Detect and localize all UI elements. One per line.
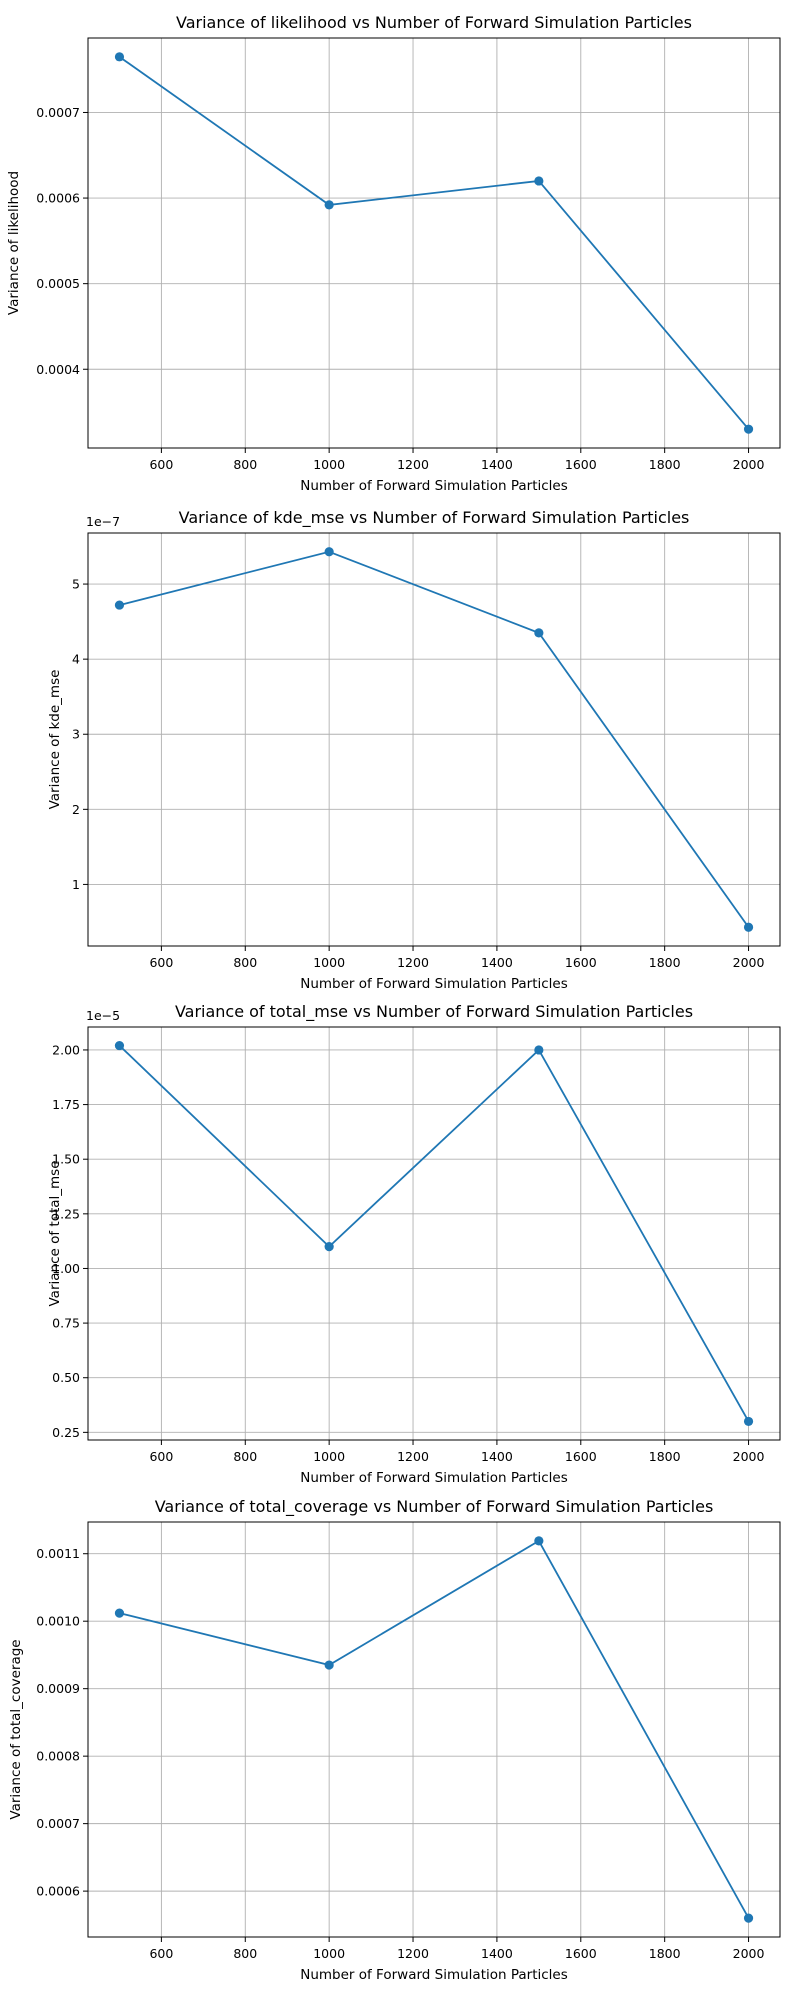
x-tick-label: 1400 [481,1946,513,1961]
x-axis-label: Number of Forward Simulation Particles [300,1470,568,1486]
series-line [119,1539,750,1919]
data-point [534,1045,544,1055]
y-tick-label: 1.00 [52,1261,80,1276]
y-tick-label: 0.0010 [36,1614,80,1629]
data-point [324,200,334,210]
data-point [743,424,754,434]
x-tick-label: 2000 [733,1946,765,1961]
y-tick-label: 0.50 [52,1370,80,1385]
x-tick-label: 1800 [649,955,681,970]
x-tick-label: 1000 [313,1449,345,1464]
x-tick-label: 1600 [565,955,597,970]
series-line [118,1044,750,1422]
x-tick-label: 2000 [733,457,765,472]
y-tick-label: 2 [72,802,80,817]
x-tick-label: 2000 [733,955,765,970]
y-tick-label: 0.0004 [36,362,80,377]
x-tick-label: 600 [149,457,173,472]
y-axis-label: Variance of likelihood [6,171,22,315]
x-tick-label: 800 [233,1449,257,1464]
x-axis-label: Number of Forward Simulation Particles [300,1967,568,1983]
x-tick-label: 1800 [649,1449,681,1464]
x-tick-label: 1400 [481,457,513,472]
x-tick-label: 600 [149,1946,173,1961]
y-tick-label: 5 [72,577,80,592]
x-tick-label: 1000 [313,457,345,472]
y-axis-label: Variance of total_mse [47,1160,63,1306]
y-tick-label: 3 [72,727,80,742]
plot-frame [87,1521,781,1938]
data-point [534,176,544,186]
y-tick-label: 2.00 [52,1042,80,1057]
chart-panel-2: 600 800 1000 1200 1400 1600 1800 2000 1 2 3 4 5 1e−7 V… [47,508,781,992]
y-tick-label: 4 [72,652,80,667]
y-tick-label: 1.50 [52,1152,80,1167]
y-tick-label: 0.25 [52,1425,80,1440]
chart-title: Variance of likelihood vs Number of Forw… [176,13,692,32]
x-tick-label: 1200 [397,955,429,970]
data-point [114,600,125,610]
data-point [114,1040,125,1051]
y-tick-label: 1.25 [52,1206,80,1221]
x-tick-label: 1200 [397,1449,429,1464]
x-tick-label: 600 [149,1449,173,1464]
y-tick-label: 0.0007 [36,105,80,120]
y-tick-label: 0.0005 [36,276,80,291]
x-tick-label: 1400 [481,1449,513,1464]
data-point [743,1913,754,1923]
y-tick-label: 1 [72,877,80,892]
data-point [324,547,334,557]
chart-panel-1: 600 800 1000 1200 1400 1600 1800 2000 0.0004 0.00… [6,13,781,494]
y-tick-label: 0.0009 [36,1681,80,1696]
x-axis-label: Number of Forward Simulation Particles [300,478,568,494]
series-line [118,56,750,430]
data-point [114,1608,125,1618]
y-axis-label: Variance of total_coverage [8,1639,24,1819]
x-tick-label: 1600 [565,1449,597,1464]
y-tick-label: 0.75 [52,1316,80,1331]
x-tick-label: 1000 [313,955,345,970]
chart-panel-3: 600 800 1000 1200 1400 1600 1800 2000 0.25 0.50 0.… [47,1002,781,1486]
x-tick-label: 800 [233,457,257,472]
x-tick-label: 2000 [733,1449,765,1464]
y-tick-label: 0.0006 [36,1884,80,1899]
y-tick-label: 0.0006 [36,191,80,206]
y-tick-label: 1.75 [52,1097,80,1112]
y-tick-label: 0.0007 [36,1816,80,1831]
data-point [534,1536,544,1546]
data-point [743,922,754,932]
x-axis-label: Number of Forward Simulation Particles [300,976,568,992]
x-tick-label: 1800 [649,1946,681,1961]
chart-title: Variance of kde_mse vs Number of Forward… [179,508,690,528]
data-point [324,1660,334,1670]
y-offset-label: 1e−5 [86,1008,120,1023]
x-tick-label: 1600 [565,1946,597,1961]
chart-title: Variance of total_mse vs Number of Forwa… [175,1002,693,1022]
chart-title: Variance of total_coverage vs Number of … [155,1497,714,1517]
x-tick-label: 800 [233,955,257,970]
x-tick-label: 1400 [481,955,513,970]
plot-frame [87,532,781,947]
x-tick-label: 600 [149,955,173,970]
x-tick-label: 1200 [397,1946,429,1961]
data-point [743,1416,754,1427]
y-offset-label: 1e−7 [86,514,120,529]
chart-panel-4: 600 800 1000 1200 1400 1600 1800 2000 0.0006 0.00… [8,1497,781,1983]
x-tick-label: 1000 [313,1946,345,1961]
data-point [324,1242,334,1252]
series-line [119,550,750,928]
y-tick-label: 0.0011 [36,1546,80,1561]
x-tick-label: 1200 [397,457,429,472]
x-tick-label: 1600 [565,457,597,472]
data-point [534,628,544,638]
y-tick-label: 0.0008 [36,1749,80,1764]
x-tick-label: 1800 [649,457,681,472]
data-point [114,52,125,62]
x-tick-label: 800 [233,1946,257,1961]
plot-frame [87,37,781,449]
y-axis-label: Variance of kde_mse [47,670,63,810]
plot-frame [87,1026,781,1441]
